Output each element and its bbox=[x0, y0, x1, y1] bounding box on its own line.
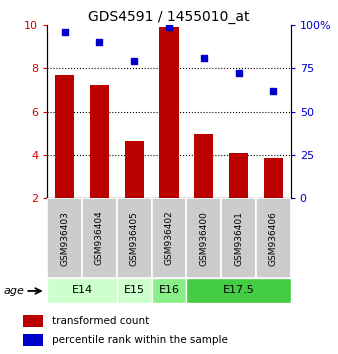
Bar bbox=[194, 134, 213, 198]
Text: transformed count: transformed count bbox=[52, 316, 149, 326]
Bar bbox=[117, 198, 152, 278]
Bar bbox=[152, 198, 186, 278]
Bar bbox=[90, 85, 109, 198]
Text: E16: E16 bbox=[159, 285, 179, 295]
Point bbox=[131, 58, 137, 64]
Bar bbox=[152, 278, 186, 303]
Text: GSM936400: GSM936400 bbox=[199, 211, 208, 266]
Text: GSM936401: GSM936401 bbox=[234, 211, 243, 266]
Bar bbox=[160, 27, 178, 198]
Bar bbox=[125, 141, 144, 198]
Point bbox=[201, 55, 207, 61]
Text: GSM936404: GSM936404 bbox=[95, 211, 104, 266]
Bar bbox=[47, 198, 82, 278]
Bar bbox=[47, 278, 117, 303]
Bar bbox=[23, 315, 43, 327]
Bar bbox=[23, 334, 43, 346]
Title: GDS4591 / 1455010_at: GDS4591 / 1455010_at bbox=[88, 10, 250, 24]
Point bbox=[62, 29, 67, 35]
Text: GSM936406: GSM936406 bbox=[269, 211, 278, 266]
Bar bbox=[264, 158, 283, 198]
Text: E15: E15 bbox=[124, 285, 145, 295]
Bar bbox=[186, 198, 221, 278]
Text: E14: E14 bbox=[72, 285, 93, 295]
Point bbox=[236, 70, 241, 76]
Point bbox=[97, 39, 102, 45]
Text: GSM936403: GSM936403 bbox=[60, 211, 69, 266]
Text: GSM936405: GSM936405 bbox=[130, 211, 139, 266]
Bar bbox=[221, 198, 256, 278]
Point bbox=[166, 24, 172, 29]
Text: E17.5: E17.5 bbox=[223, 285, 255, 295]
Text: age: age bbox=[3, 286, 24, 296]
Bar bbox=[55, 75, 74, 198]
Point bbox=[271, 88, 276, 93]
Bar bbox=[186, 278, 291, 303]
Bar bbox=[117, 278, 152, 303]
Text: GSM936402: GSM936402 bbox=[165, 211, 173, 266]
Bar bbox=[256, 198, 291, 278]
Text: percentile rank within the sample: percentile rank within the sample bbox=[52, 335, 228, 345]
Bar bbox=[82, 198, 117, 278]
Bar bbox=[229, 153, 248, 198]
